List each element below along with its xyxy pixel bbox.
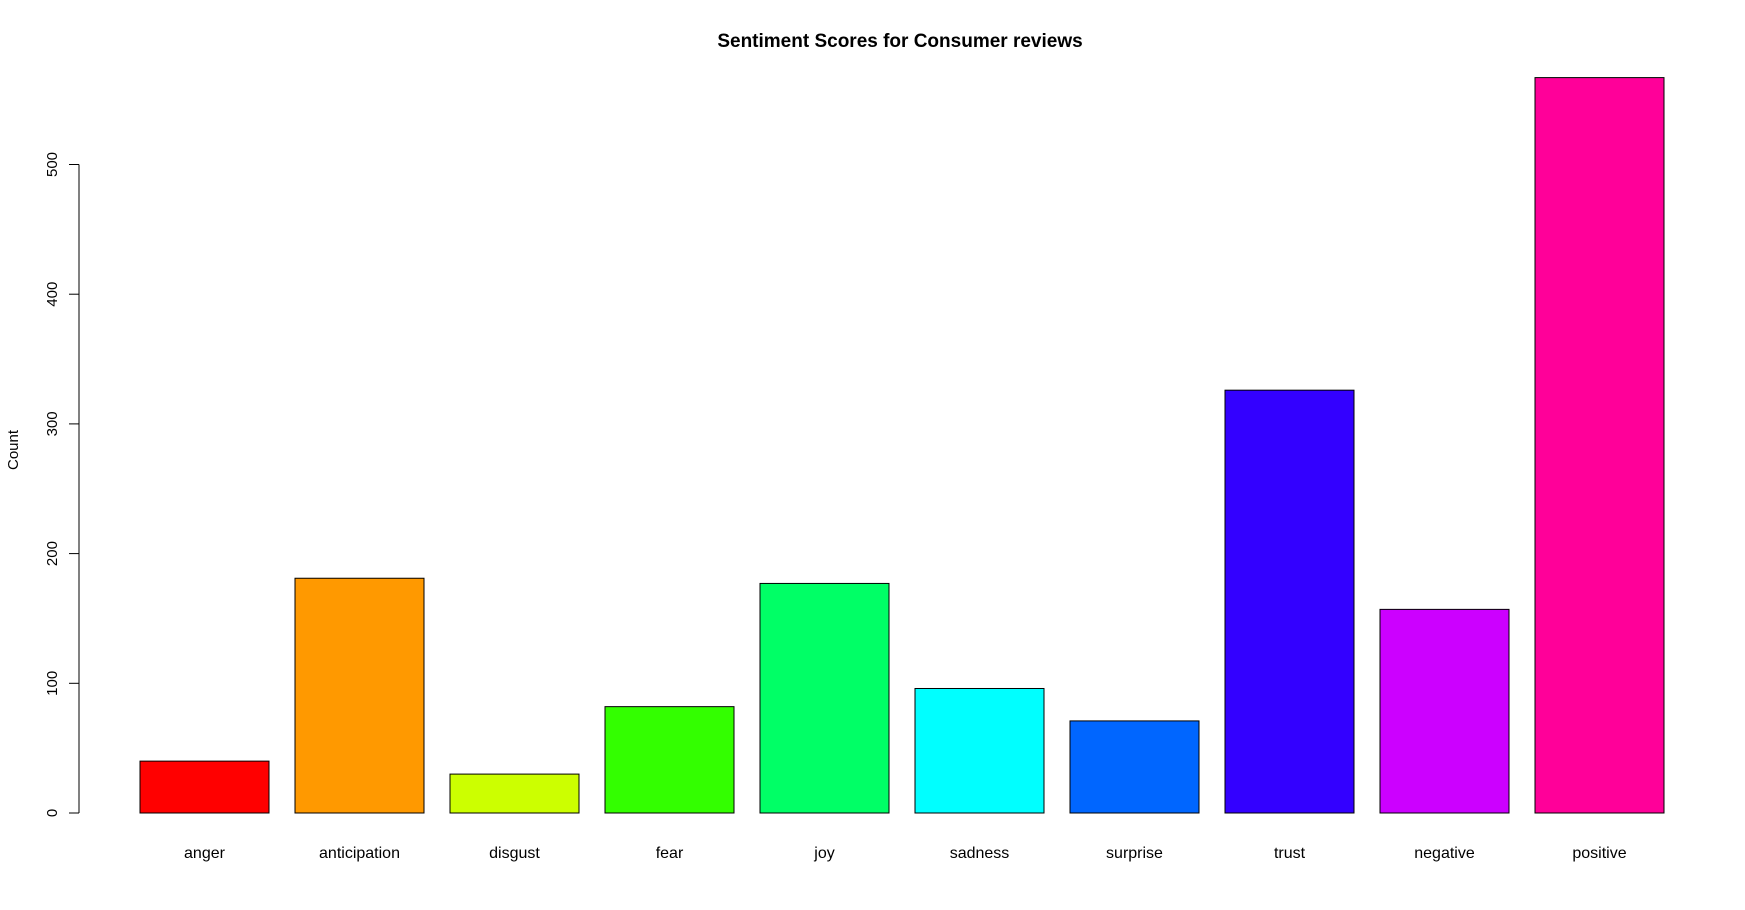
bar-negative [1379,608,1510,814]
bar-fear [604,706,735,814]
category-label-sadness: sadness [950,845,1010,862]
bars-group [139,77,1665,814]
y-tick-label: 400 [44,282,61,307]
bar-trust [1224,389,1355,814]
bar-surprise [1069,720,1200,814]
y-tick-label: 0 [44,809,61,817]
category-label-anger: anger [184,845,226,862]
bar-sadness [914,687,1045,814]
bar-joy [759,582,890,814]
y-tick-label: 100 [44,671,61,696]
bar-anger [139,760,270,814]
category-label-negative: negative [1414,845,1475,862]
category-label-fear: fear [656,845,684,862]
y-tick-label: 200 [44,541,61,566]
y-tick-label: 500 [44,152,61,177]
bar-positive [1534,77,1665,814]
category-label-trust: trust [1274,845,1306,862]
chart-title: Sentiment Scores for Consumer reviews [717,31,1082,52]
category-label-disgust: disgust [489,845,540,862]
category-labels: anger anticipation disgust fear joy sadness su… [184,845,1627,862]
category-label-anticipation: anticipation [319,845,400,862]
category-label-surprise: surprise [1106,845,1163,862]
category-label-joy: joy [813,845,834,862]
bar-disgust [449,773,580,814]
category-label-positive: positive [1572,845,1626,862]
bar-anticipation [294,577,425,814]
y-axis-label: Count [5,429,22,470]
y-axis: 0 100 200 300 400 500 [44,152,80,817]
y-tick-label: 300 [44,411,61,436]
